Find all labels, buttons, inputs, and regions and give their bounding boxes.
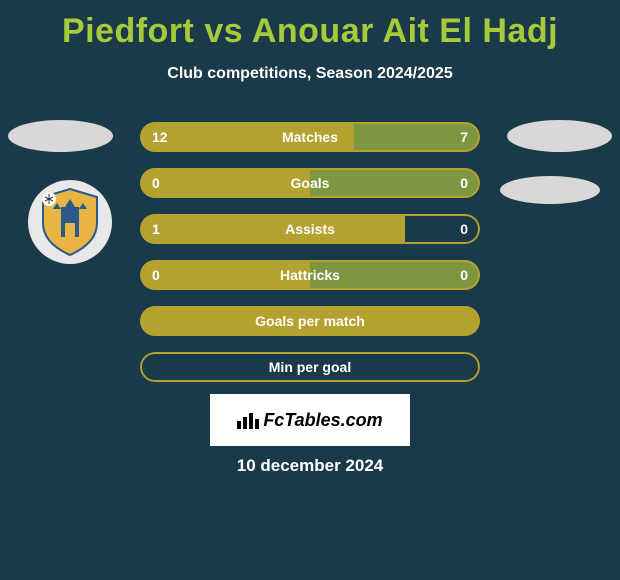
stat-row-min-per-goal: Min per goal [140,352,480,382]
fctables-logo: FcTables.com [210,394,410,446]
player-left-crest [28,180,112,264]
club-crest-icon [35,187,105,257]
stat-row-goals: Goals0 0 [140,168,480,198]
page-title: Piedfort vs Anouar Ait El Hadj [0,0,620,51]
stat-label: Matches [140,129,480,145]
stat-row-matches: Matches12 7 [140,122,480,152]
stat-label: Goals [140,175,480,191]
stat-value-right: 7 [460,129,468,145]
stat-value-left: 1 [152,221,160,237]
stat-value-right: 0 [460,267,468,283]
stat-label: Assists [140,221,480,237]
stat-value-left: 12 [152,129,168,145]
subtitle: Club competitions, Season 2024/2025 [0,65,620,83]
player-right-badge-placeholder-1 [507,120,612,152]
stat-value-right: 0 [460,175,468,191]
bars-icon [237,411,259,429]
date-label: 10 december 2024 [0,456,620,476]
stat-row-hattricks: Hattricks0 0 [140,260,480,290]
player-right-badge-placeholder-2 [500,176,600,204]
stat-row-assists: Assists1 0 [140,214,480,244]
stat-label: Goals per match [140,313,480,329]
logo-text: FcTables.com [263,410,382,431]
stat-value-left: 0 [152,267,160,283]
stat-value-right: 0 [460,221,468,237]
comparison-bars: Matches127Goals00Assists10Hattricks00Goa… [140,122,480,398]
stat-label: Hattricks [140,267,480,283]
stat-row-goals-per-match: Goals per match [140,306,480,336]
stat-value-left: 0 [152,175,160,191]
stat-label: Min per goal [140,359,480,375]
player-left-badge-placeholder [8,120,113,152]
